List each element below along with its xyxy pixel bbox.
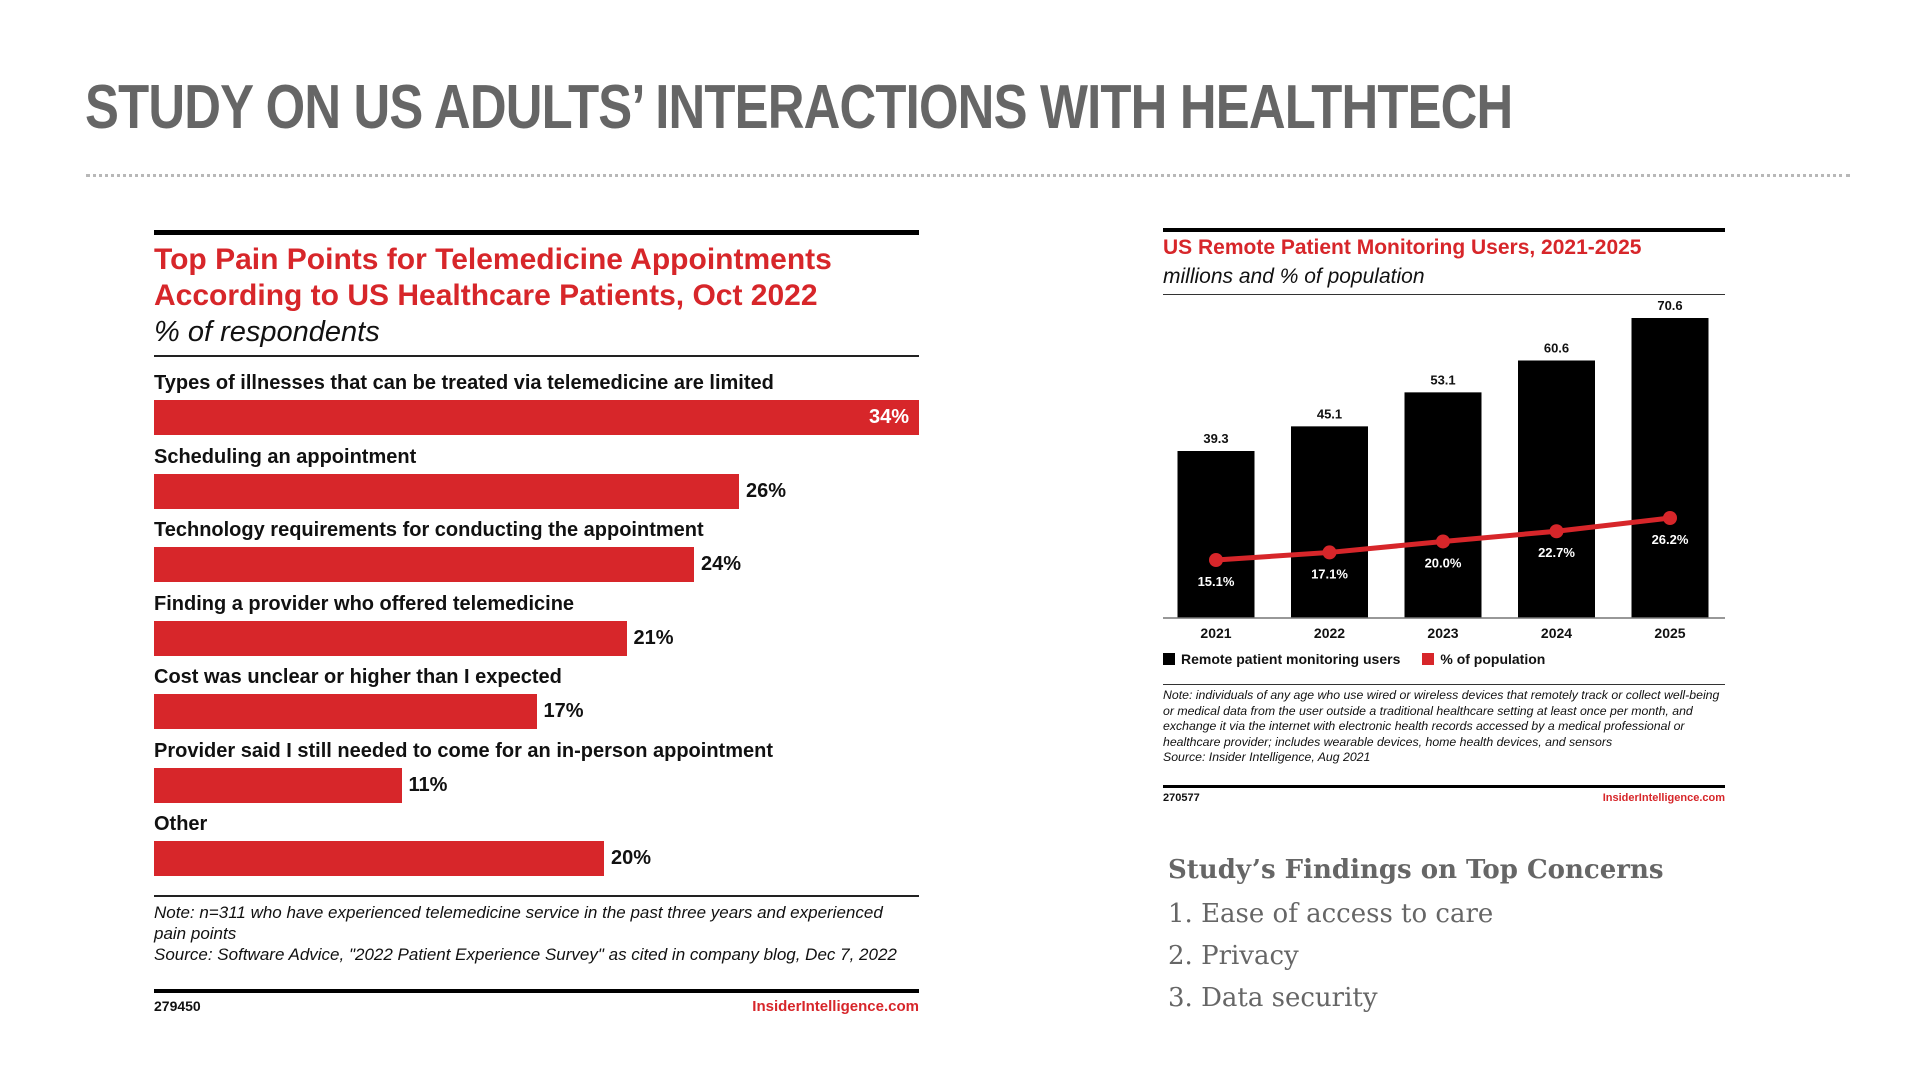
bar: [1404, 392, 1482, 618]
chart-note: Note: n=311 who have experienced telemed…: [154, 903, 897, 964]
population-point: [1549, 524, 1564, 539]
chart-note-rule: [154, 895, 919, 897]
population-value-label: 26.2%: [1652, 532, 1689, 547]
bar-category-label: Finding a provider who offered telemedic…: [154, 592, 575, 615]
legend-swatch-population: [1422, 653, 1435, 665]
population-value-label: 15.1%: [1198, 574, 1235, 589]
bar: [154, 694, 537, 729]
chart-title: Top Pain Points for Telemedicine Appoint…: [154, 243, 832, 312]
population-value-label: 22.7%: [1538, 545, 1575, 560]
chart-note-rule: [1163, 684, 1725, 685]
population-point: [1436, 534, 1450, 549]
chart-bottom-rule: [154, 989, 919, 993]
bar-value-label: 34%: [869, 406, 910, 428]
bar-value-label: 53.1: [1430, 372, 1455, 387]
bar-value-label: 45.1: [1317, 406, 1342, 421]
bar-value-label: 26%: [746, 479, 787, 502]
x-tick-label: 2023: [1427, 625, 1458, 641]
bar-value-label: 21%: [633, 626, 674, 649]
brand-text: InsiderIntelligence.com: [1602, 792, 1725, 804]
population-point: [1322, 545, 1337, 560]
chart-id: 279450: [154, 998, 201, 1014]
population-point: [1209, 553, 1223, 567]
legend-item-population: % of population: [1422, 651, 1545, 667]
legend-label-users: Remote patient monitoring users: [1181, 651, 1401, 667]
slide-title: STUDY ON US ADULTS’ INTERACTIONS WITH HE…: [85, 73, 1513, 142]
bar-category-label: Technology requirements for conducting t…: [154, 519, 704, 541]
bar: [154, 841, 604, 876]
chart-subtitle: % of respondents: [154, 316, 380, 348]
x-tick-label: 2021: [1200, 625, 1231, 641]
chart-top-rule: [154, 230, 919, 235]
chart-title: US Remote Patient Monitoring Users, 2021…: [1163, 236, 1642, 259]
legend-label-population: % of population: [1440, 651, 1546, 667]
bar-category-label: Provider said I still needed to come for…: [154, 739, 773, 762]
chart-top-rule: [1163, 228, 1725, 232]
chart-bottom-rule: [1163, 785, 1725, 788]
population-value-label: 17.1%: [1311, 566, 1348, 581]
brand-text: InsiderIntelligence.com: [752, 998, 919, 1015]
findings-item: 1. Ease of access to care: [1168, 899, 1494, 929]
bar: [154, 547, 694, 582]
x-tick-label: 2022: [1314, 625, 1345, 641]
bar: [1177, 451, 1255, 618]
x-tick-label: 2025: [1654, 625, 1685, 641]
bar: [154, 620, 627, 656]
bar-value-label: 70.6: [1657, 298, 1682, 313]
bar-value-label: 17%: [543, 700, 584, 722]
chart-subtitle-rule: [154, 355, 919, 357]
chart-legend: Remote patient monitoring users % of pop…: [1163, 651, 1567, 667]
x-tick-label: 2024: [1541, 625, 1572, 641]
bar: [1518, 360, 1595, 618]
population-point: [1663, 511, 1677, 525]
bar-list: Types of illnesses that can be treated v…: [154, 230, 919, 1020]
title-divider: [86, 174, 1850, 177]
findings-item: 3. Data security: [1168, 983, 1378, 1013]
bar-category-label: Types of illnesses that can be treated v…: [154, 372, 774, 394]
findings-list: Study’s Findings on Top Concerns 1. Ease…: [1168, 855, 1664, 1019]
chart-id: 270577: [1163, 792, 1200, 804]
chart-note: Note: individuals of any age who use wir…: [1163, 688, 1720, 764]
bar: [154, 400, 919, 435]
chart-subtitle-rule: [1163, 294, 1725, 295]
bar: [154, 473, 739, 509]
bar-value-label: 39.3: [1203, 431, 1228, 446]
findings-item: 2. Privacy: [1168, 941, 1299, 971]
bar-category-label: Other: [154, 813, 208, 835]
bar: [1631, 318, 1709, 618]
bar: [1291, 426, 1368, 618]
bar-value-label: 11%: [408, 773, 448, 796]
chart-subtitle: millions and % of population: [1163, 265, 1425, 288]
legend-swatch-users: [1163, 653, 1175, 665]
remote-monitoring-chart: US Remote Patient Monitoring Users, 2021…: [1163, 228, 1725, 808]
bar-category-label: Scheduling an appointment: [154, 445, 417, 468]
bar: [154, 767, 402, 803]
bar-value-label: 60.6: [1544, 340, 1569, 355]
legend-item-users: Remote patient monitoring users: [1163, 651, 1400, 667]
combo-chart-svg: 39.3 2021 45.1 2022 53.1 2023 60.6 2024 70.6 2025…: [1163, 298, 1725, 641]
population-value-label: 20.0%: [1425, 555, 1462, 570]
bar-value-label: 24%: [701, 553, 742, 575]
pain-points-chart: Top Pain Points for Telemedicine Appoint…: [154, 230, 919, 1020]
bar-category-label: Cost was unclear or higher than I expect…: [154, 666, 562, 688]
bar-value-label: 20%: [611, 847, 652, 869]
findings-heading: Study’s Findings on Top Concerns: [1168, 855, 1664, 885]
